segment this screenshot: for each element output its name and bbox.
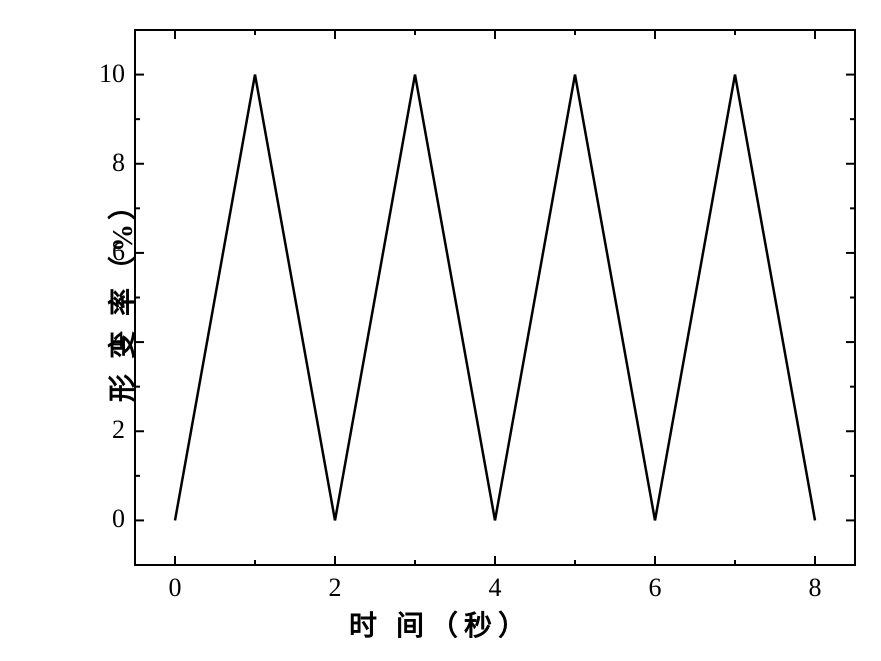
x-axis-label: 时 间（秒） bbox=[349, 604, 532, 644]
y-tick-label: 8 bbox=[85, 148, 125, 178]
y-tick-label: 10 bbox=[85, 59, 125, 89]
chart-container: 形 变 率（%） 时 间（秒） 0 2 4 6 8 0 2 4 6 8 10 bbox=[0, 0, 881, 656]
y-tick-label: 4 bbox=[85, 326, 125, 356]
y-tick-label: 6 bbox=[85, 237, 125, 267]
x-tick-label: 0 bbox=[160, 573, 190, 603]
y-axis-label: 形 变 率（%） bbox=[101, 188, 141, 402]
x-tick-label: 4 bbox=[480, 573, 510, 603]
y-tick-label: 0 bbox=[85, 504, 125, 534]
x-tick-label: 6 bbox=[640, 573, 670, 603]
x-tick-label: 2 bbox=[320, 573, 350, 603]
y-tick-label: 2 bbox=[85, 415, 125, 445]
x-tick-label: 8 bbox=[800, 573, 830, 603]
